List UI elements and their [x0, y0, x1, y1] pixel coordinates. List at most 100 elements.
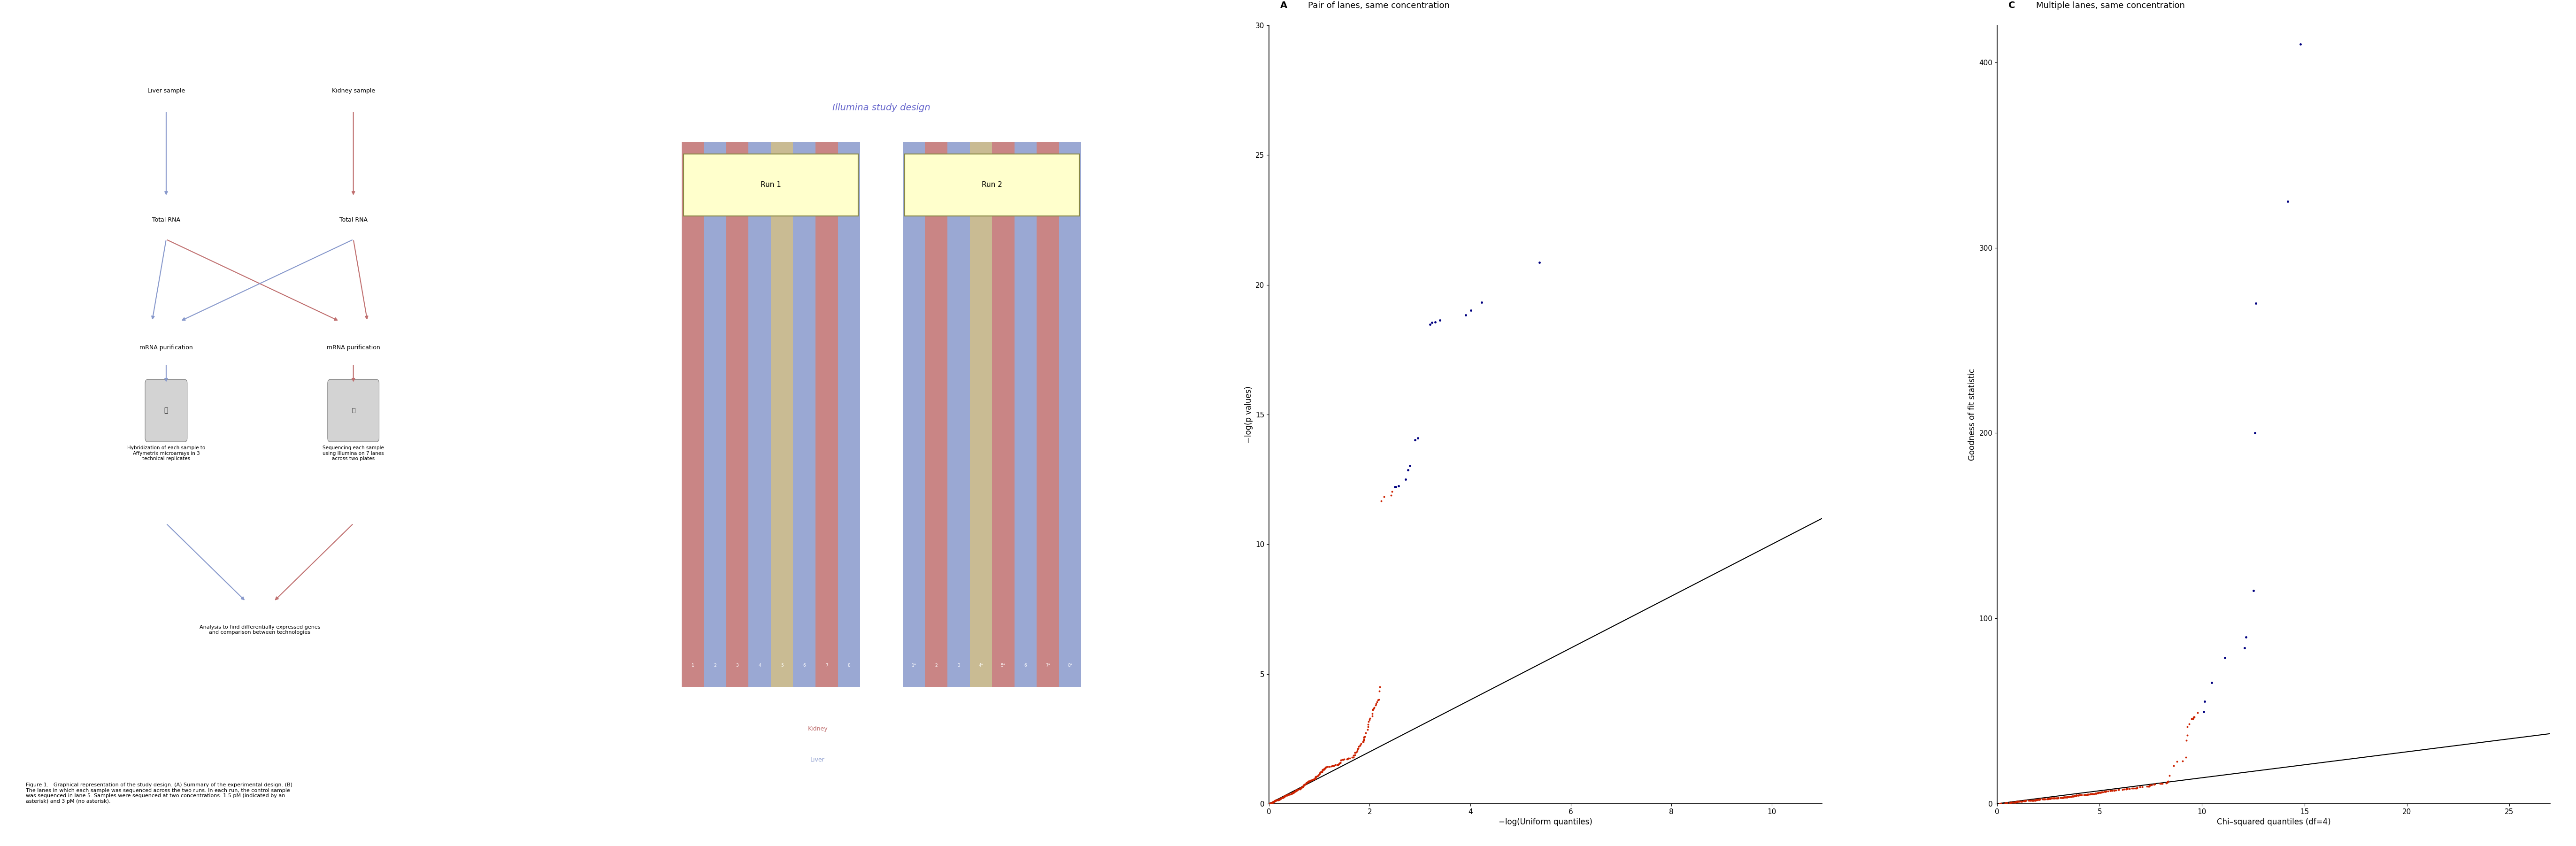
Point	[1327, 752, 1368, 766]
Point	[1991, 795, 2032, 809]
Point	[1249, 797, 1291, 810]
Point	[2053, 789, 2094, 803]
Point	[2146, 776, 2187, 789]
Point	[2066, 788, 2107, 801]
Point	[2169, 717, 2210, 731]
Point	[2053, 789, 2094, 803]
Y-axis label: −log(p values): −log(p values)	[1244, 386, 1252, 443]
Point	[1321, 753, 1363, 766]
Bar	[750, 142, 770, 687]
Point	[2079, 786, 2120, 799]
Point	[1260, 791, 1301, 805]
Point	[2063, 788, 2105, 801]
Point	[1267, 788, 1309, 801]
Point	[2120, 780, 2161, 794]
Point	[2030, 791, 2071, 805]
Point	[1994, 795, 2035, 809]
Point	[1386, 473, 1427, 486]
Point	[1306, 761, 1347, 774]
Point	[2012, 794, 2053, 807]
Point	[1303, 762, 1345, 776]
Text: 8: 8	[848, 663, 850, 667]
Point	[1342, 733, 1383, 747]
Point	[1260, 791, 1301, 805]
Point	[2014, 794, 2056, 807]
Text: 6: 6	[804, 663, 806, 667]
Point	[2053, 789, 2094, 803]
Point	[2056, 788, 2097, 802]
Point	[1275, 784, 1316, 798]
Point	[1996, 795, 2038, 809]
Point	[2115, 782, 2156, 795]
Point	[1291, 773, 1332, 787]
Point	[2063, 788, 2105, 801]
Point	[2079, 786, 2120, 799]
Point	[1260, 791, 1301, 805]
Point	[1255, 794, 1296, 808]
Point	[1298, 766, 1340, 779]
Point	[1288, 774, 1329, 788]
Point	[1989, 796, 2030, 810]
Point	[2076, 786, 2117, 799]
Point	[2043, 791, 2084, 805]
Point	[2038, 791, 2079, 805]
Point	[1334, 749, 1376, 762]
Point	[2148, 775, 2190, 788]
Text: Kidney sample: Kidney sample	[332, 88, 376, 94]
Point	[1396, 431, 1437, 445]
Point	[1316, 758, 1358, 772]
Point	[2061, 788, 2102, 801]
FancyBboxPatch shape	[904, 154, 1079, 216]
Point	[2102, 783, 2143, 796]
Point	[2071, 787, 2112, 800]
Point	[2056, 788, 2097, 802]
Point	[2107, 782, 2148, 795]
Point	[1301, 766, 1342, 779]
Point	[2056, 788, 2097, 802]
Point	[2025, 792, 2066, 805]
Point	[1350, 713, 1391, 727]
Point	[2166, 750, 2208, 764]
Point	[1262, 790, 1303, 804]
Point	[2097, 783, 2138, 796]
Text: Kidney: Kidney	[809, 726, 827, 732]
Point	[2012, 794, 2053, 807]
Point	[1265, 789, 1306, 803]
Point	[1270, 788, 1311, 801]
Text: 2: 2	[935, 663, 938, 667]
Point	[1262, 791, 1303, 805]
Point	[1273, 786, 1314, 799]
Point	[1309, 760, 1350, 773]
Point	[1255, 794, 1296, 808]
Point	[1347, 715, 1388, 728]
Point	[2020, 793, 2061, 806]
Point	[1999, 794, 2040, 808]
Point	[1257, 794, 1298, 807]
Point	[1520, 255, 1561, 269]
Point	[2136, 777, 2177, 791]
Point	[2030, 792, 2071, 805]
Point	[2071, 787, 2112, 800]
Point	[1255, 794, 1296, 808]
Point	[1311, 759, 1352, 772]
Text: 7*: 7*	[1046, 663, 1051, 667]
Point	[2050, 789, 2092, 803]
Text: 4: 4	[757, 663, 760, 667]
Point	[1273, 786, 1314, 799]
Point	[1278, 783, 1319, 796]
Point	[1270, 787, 1311, 800]
Bar	[948, 142, 969, 687]
Text: 🔬: 🔬	[165, 408, 167, 414]
Point	[1293, 772, 1334, 786]
Point	[1352, 709, 1394, 722]
Point	[2053, 789, 2094, 803]
Point	[1260, 793, 1301, 806]
Point	[2004, 794, 2045, 808]
Point	[1255, 794, 1296, 807]
Point	[1280, 783, 1321, 796]
Point	[1265, 788, 1306, 802]
Point	[2105, 783, 2146, 796]
Bar	[770, 142, 793, 687]
Point	[1265, 790, 1306, 804]
Text: 🖥: 🖥	[350, 408, 355, 414]
